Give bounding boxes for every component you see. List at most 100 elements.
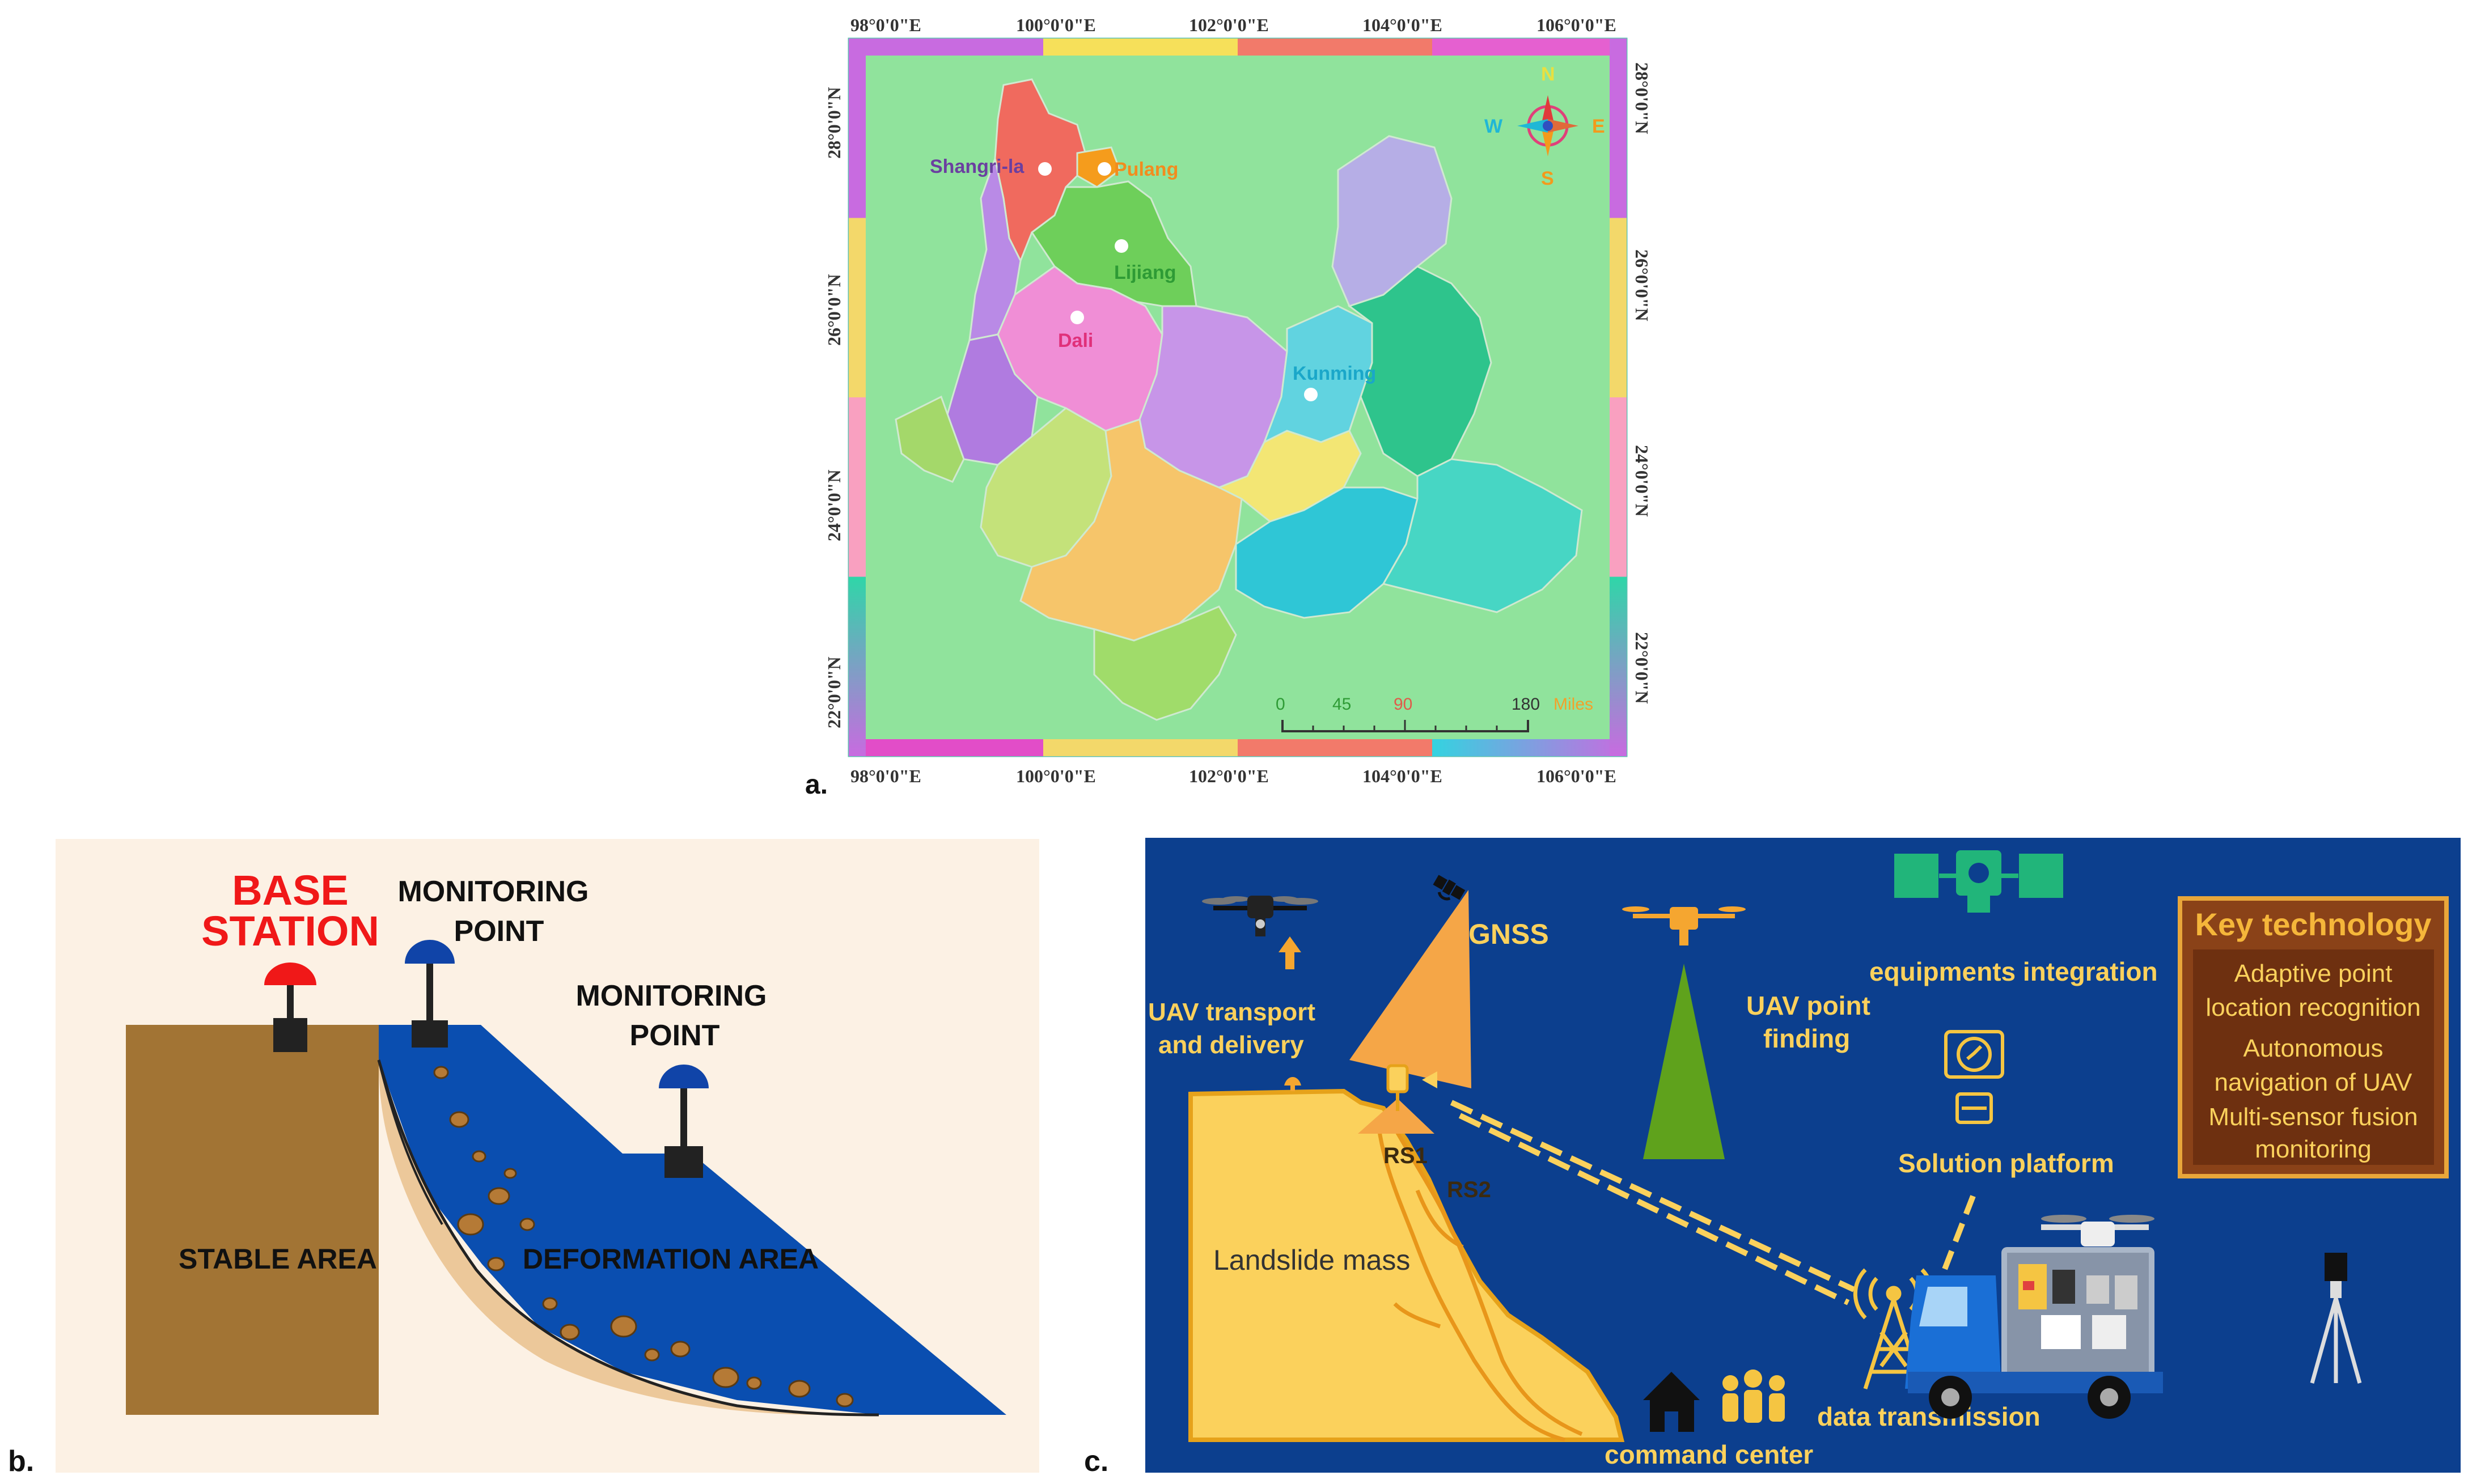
compass-n: N [1541,63,1555,85]
equipment-satellite-icon [1893,850,2064,913]
uav-transport-arrow-icon [1279,936,1301,969]
compass-s: S [1541,168,1554,189]
landslide-mass-label: Landslide mass [1213,1244,1410,1276]
monitoring-point-1-label-1: MONITORING [397,875,589,908]
lon-label: 106°0'0"E [1536,766,1616,786]
monitoring-point-2-icon [659,1065,709,1178]
lat-label: 28°0'0"N [824,87,844,159]
lon-label: 98°0'0"E [850,766,921,786]
key-technology-box: Key technology Adaptive point location r… [2178,896,2449,1178]
sliding-layer [379,1060,879,1415]
key-tech-item: monitoring [2255,1135,2371,1163]
region-qujing [1347,265,1492,477]
deformation-area-label: DEFORMATION AREA [523,1243,819,1275]
lat-label: 22°0'0"N [1632,632,1652,704]
uav-finding-drone-icon [1622,906,1746,945]
scale-tick-45: 45 [1332,695,1351,714]
people-icon [1722,1369,1785,1423]
truck-icon [1905,1215,2163,1419]
lon-label: 104°0'0"E [1362,766,1442,786]
lat-label: 28°0'0"N [1632,62,1652,134]
lon-labels-bottom: 98°0'0"E 100°0'0"E 102°0'0"E 104°0'0"E 1… [850,766,1616,786]
command-center-label: command center [1605,1440,1813,1469]
city-dot [1098,162,1111,176]
solution-platform-label: Solution platform [1898,1148,2114,1178]
key-tech-item: Adaptive point [2234,960,2393,987]
monitoring-point-2-label-2: POINT [630,1019,720,1052]
cracks [1375,1119,1583,1442]
solution-platform-icon [1944,1030,2004,1124]
satellite-icon [1433,875,1466,901]
city-dot [1304,388,1318,401]
lon-labels-top: 98°0'0"E 100°0'0"E 102°0'0"E 104°0'0"E 1… [850,15,1616,35]
rs2-label: RS2 [1447,1177,1491,1202]
city-label-shangri-la: Shangri-la [930,156,1025,177]
lat-label: 24°0'0"N [824,469,844,541]
panel-a-map: 98°0'0"E 100°0'0"E 102°0'0"E 104°0'0"E 1… [805,15,1652,800]
monitoring-point-1-icon [405,940,455,1048]
region-wenshan [1382,458,1583,613]
panel-a-label: a. [805,770,828,800]
gnss-label: GNSS [1468,918,1549,950]
lat-label: 24°0'0"N [1632,445,1652,517]
data-transmission-label: data transmission [1817,1402,2041,1431]
scale-tick-180: 180 [1512,695,1540,714]
landslide-mass-shape [1188,1088,1625,1442]
uav-transport-label-2: and delivery [1158,1031,1304,1059]
lon-label: 104°0'0"E [1362,15,1442,35]
equipments-integration-label: equipments integration [1869,957,2158,986]
monitoring-point-2-label-1: MONITORING [575,980,767,1012]
lat-label: 26°0'0"N [824,274,844,346]
city-markers: Shangri-la Pulang Lijiang Dali Kunming [930,156,1376,401]
key-tech-item: Multi-sensor fusion [2208,1103,2418,1131]
rs-triangle [1358,1099,1434,1134]
key-tech-item: navigation of UAV [2215,1069,2413,1096]
region-xishuangbanna [1093,605,1237,721]
city-dot [1070,311,1084,324]
platform-to-tower-arrow [1935,1195,1976,1288]
panel-c-system: Landslide mass RS1 RS2 GNSS UAV [1084,838,2461,1478]
scale-tick-90: 90 [1394,695,1412,714]
lon-label: 100°0'0"E [1016,15,1096,35]
monitoring-point-1-label-2: POINT [454,915,544,948]
compass-w: W [1484,116,1503,137]
rs-sensor [1386,1064,1409,1093]
stable-area-block [126,1025,379,1415]
pebbles [433,1066,854,1407]
house-icon [1643,1372,1700,1432]
uav-finding-beam [1643,964,1725,1159]
lat-label: 26°0'0"N [1632,249,1652,321]
compass-e: E [1592,116,1605,137]
lat-labels-right: 28°0'0"N 26°0'0"N 24°0'0"N 22°0'0"N [1632,62,1652,704]
lat-labels-left: 28°0'0"N 26°0'0"N 24°0'0"N 22°0'0"N [824,87,844,728]
scale-tick-0: 0 [1276,695,1285,714]
base-station-icon [264,963,316,1052]
gnss-cone [1349,890,1471,1088]
lon-label: 98°0'0"E [850,15,921,35]
compass-icon: N S W E [1484,63,1605,189]
rs1-label: RS1 [1383,1143,1428,1168]
uav-transport-label-1: UAV transport [1148,998,1315,1026]
lat-label: 22°0'0"N [824,656,844,728]
city-label-lijiang: Lijiang [1114,262,1176,283]
tripod-icon [2310,1253,2362,1384]
scale-bar: 0 45 90 180 Miles [1276,695,1593,732]
city-label-kunming: Kunming [1293,363,1376,384]
uav-point-finding-label-2: finding [1763,1024,1850,1053]
key-tech-item: location recognition [2205,994,2420,1021]
lon-label: 100°0'0"E [1016,766,1096,786]
data-link-dashed [1450,1100,1856,1305]
lon-label: 106°0'0"E [1536,15,1616,35]
lon-label: 102°0'0"E [1189,766,1269,786]
uav-point-finding-label-1: UAV point [1746,991,1870,1020]
map-regions [895,78,1583,721]
city-dot [1038,162,1052,176]
city-label-pulang: Pulang [1114,159,1178,180]
region-dehong [895,395,965,483]
lon-label: 102°0'0"E [1189,15,1269,35]
base-station-label-1: BASE [232,867,349,914]
uav-transport-drone-icon [1202,896,1318,936]
scale-unit: Miles [1553,695,1593,714]
base-station-label-2: STATION [201,908,379,955]
key-tech-item: Autonomous [2243,1034,2383,1062]
